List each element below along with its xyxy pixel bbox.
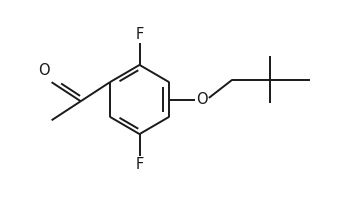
Text: O: O	[196, 92, 207, 107]
Text: F: F	[135, 157, 144, 172]
Text: O: O	[38, 63, 50, 78]
Text: F: F	[135, 27, 144, 42]
